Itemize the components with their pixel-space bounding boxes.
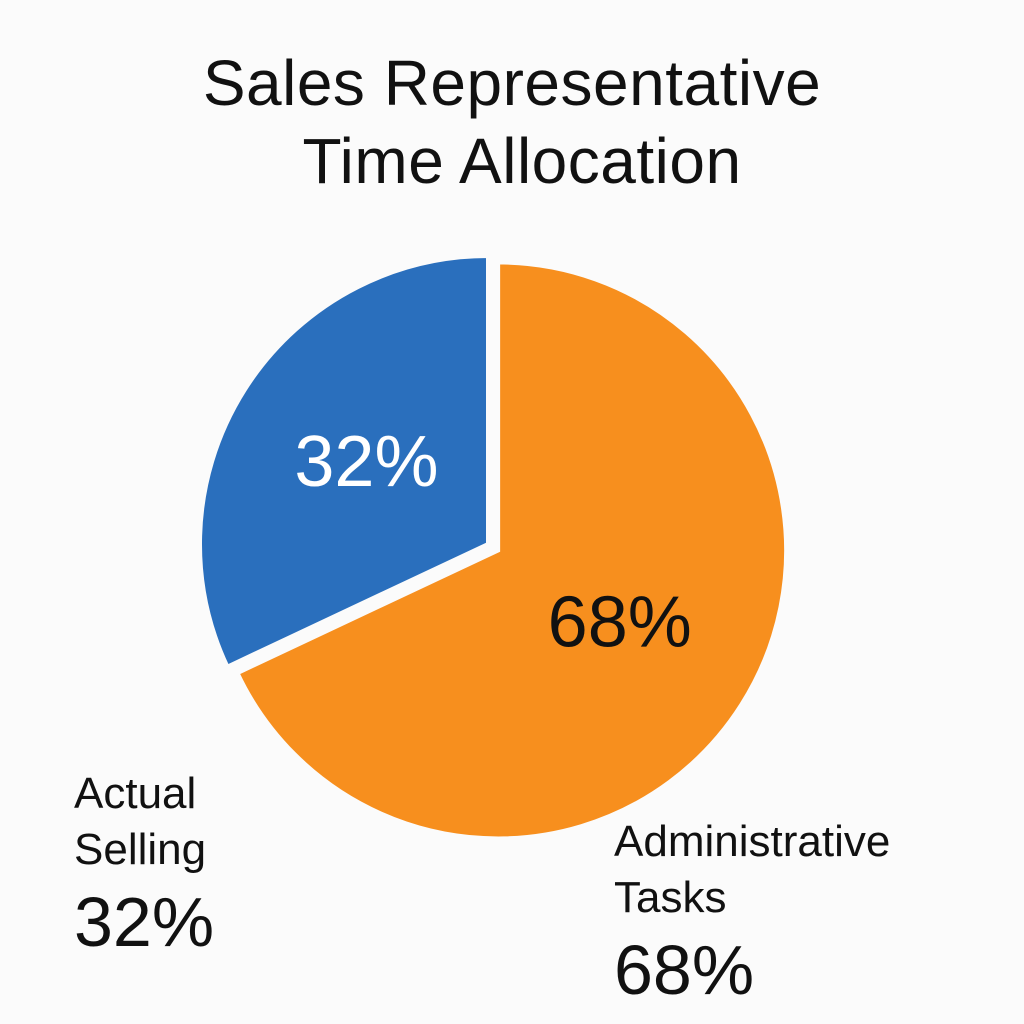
chart-title-line-1: Sales Representative bbox=[202, 47, 822, 119]
legend-label-administrative-tasks: Administrative Tasks 68% bbox=[614, 814, 890, 1010]
pie-slice-actual-selling bbox=[198, 253, 490, 670]
pie-slice-administrative-tasks bbox=[234, 260, 789, 841]
chart-title: Sales Representative Time Allocation bbox=[0, 44, 1024, 200]
pie-slice-value-label-administrative-tasks: 68% bbox=[548, 583, 692, 663]
legend-label-administrative-tasks-line-2: Tasks bbox=[614, 873, 727, 922]
legend-label-actual-selling-line-1: Actual bbox=[74, 769, 197, 818]
legend-value-actual-selling: 32% bbox=[74, 883, 215, 961]
legend-label-actual-selling-line-2: Selling bbox=[74, 825, 207, 874]
legend-label-administrative-tasks-line-1: Administrative bbox=[614, 817, 891, 866]
pie-slice-value-label-actual-selling: 32% bbox=[294, 422, 438, 502]
legend-label-actual-selling: Actual Selling 32% bbox=[74, 766, 214, 962]
chart-title-line-2: Time Allocation bbox=[302, 125, 742, 197]
legend-value-administrative-tasks: 68% bbox=[614, 931, 755, 1009]
